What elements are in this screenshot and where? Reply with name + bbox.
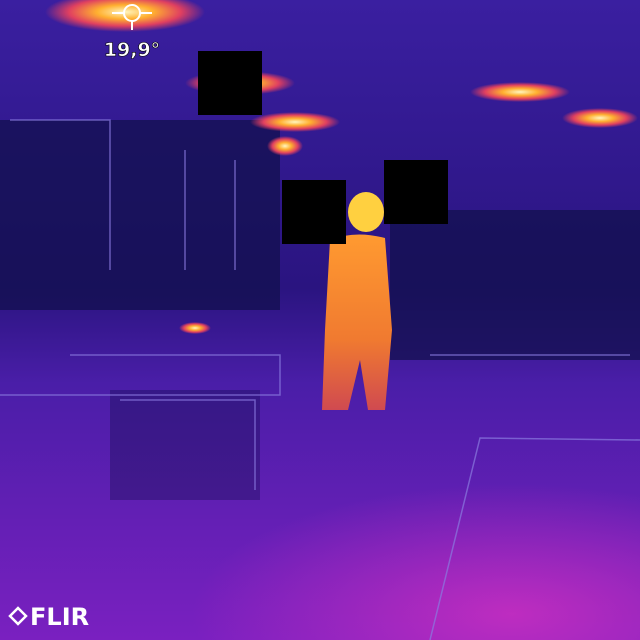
spot-temperature: 19,9° [104, 39, 160, 61]
redaction-boxes [198, 51, 448, 244]
dark-furniture [0, 120, 640, 500]
person [322, 192, 392, 410]
edges [0, 119, 640, 640]
flir-logo-mark [8, 606, 28, 626]
floor-glow [0, 380, 640, 640]
spot-meter [112, 4, 152, 30]
brand-logo: FLIR [30, 603, 89, 631]
